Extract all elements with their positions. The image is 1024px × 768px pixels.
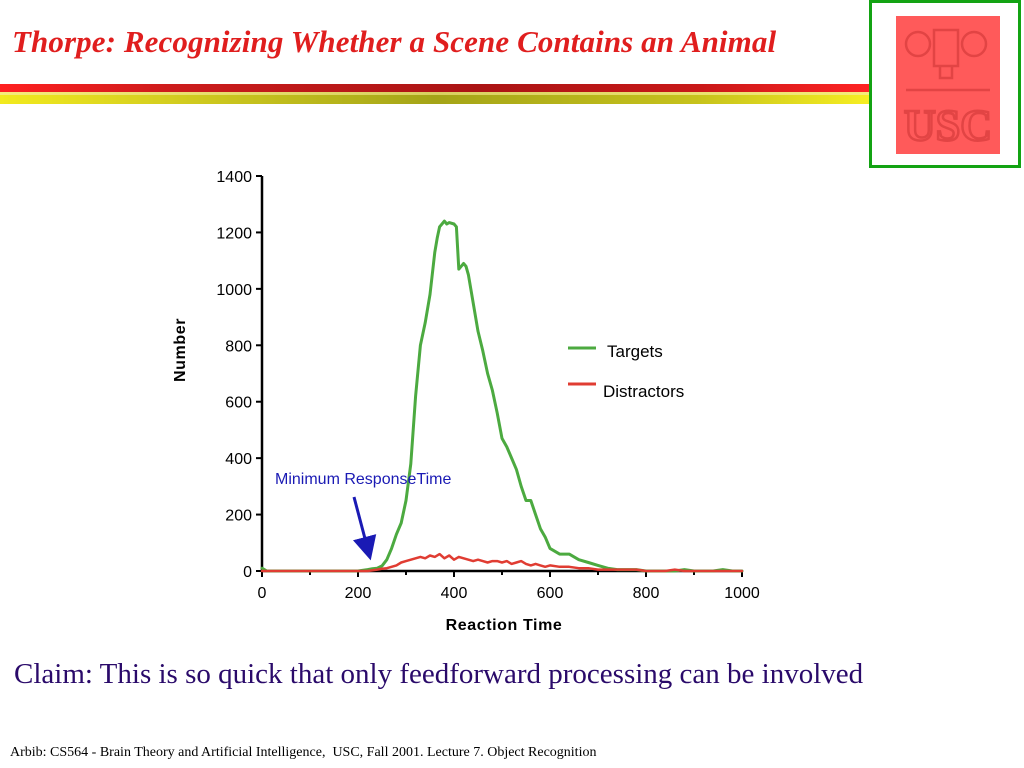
y-tick-label: 1200 [216,225,252,242]
logo-glyph-right [960,30,988,58]
logo-text: USC [904,101,992,150]
x-tick-label: 800 [633,585,660,602]
x-axis-title: Reaction Time [446,617,563,634]
y-tick-label: 600 [225,395,252,412]
legend-label-distractors: Distractors [603,382,684,401]
y-tick-label: 0 [243,564,252,581]
y-tick-label: 200 [225,508,252,525]
x-tick-label: 0 [258,585,267,602]
logo-glyph-stem [938,66,954,80]
axes [256,175,743,577]
stripe-pale-yellow [0,92,870,95]
series-lines [260,219,744,573]
usc-logo-graphic: USC [903,28,993,151]
footer-text: Arbib: CS564 - Brain Theory and Artifici… [10,745,597,760]
y-axis-title: Number [172,318,189,382]
x-tick-label: 1000 [724,585,760,602]
legend-label-targets: Targets [607,342,663,361]
legend: Targets Distractors [568,342,684,401]
logo-glyph-center [932,28,960,68]
slide-title: Thorpe: Recognizing Whether a Scene Cont… [12,24,777,59]
y-tick-label: 400 [225,451,252,468]
title-underline-stripes [0,84,870,106]
annotation-minimum-response-time: Minimum ResponseTime [275,471,451,488]
tick-labels: 0 200 400 600 800 1000 1200 1400 0 200 400 600 800 10… [216,169,759,602]
series-line-distractors [260,552,744,573]
y-tick-label: 1000 [216,282,252,299]
stripe-yellow [0,95,870,104]
claim-text: Claim: This is so quick that only feedfo… [14,658,864,690]
y-tick-label: 800 [225,338,252,355]
stripe-red [0,84,870,92]
x-tick-label: 600 [537,585,564,602]
usc-logo: USC [896,16,1000,154]
annotations: Minimum ResponseTime [275,471,451,561]
x-tick-label: 400 [441,585,468,602]
x-tick-label: 200 [345,585,372,602]
logo-glyph-left [904,30,932,58]
y-tick-label: 1400 [216,169,252,186]
annotation-arrow [352,496,377,561]
